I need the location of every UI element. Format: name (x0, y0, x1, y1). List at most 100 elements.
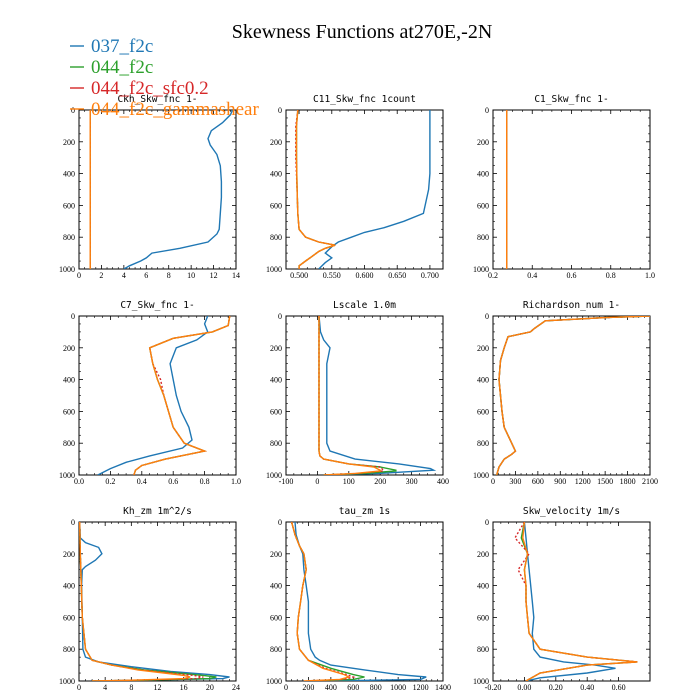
x-tick-label: 0.60 (612, 683, 626, 692)
y-tick-label: 1000 (59, 471, 75, 480)
panel-9: Skw_velocity 1m/s -0.20 0.00 0.20 0.40 0.60 0 2… (473, 506, 651, 692)
x-tick-label: 400 (437, 477, 449, 486)
x-tick-label: 0.8 (606, 271, 616, 280)
panel-5: Lscale 1.0m -100 0 100 200 300 400 0 200 400 600 80… (266, 300, 449, 486)
panel-title: C1_Skw_fnc 1- (534, 94, 608, 105)
series-line-037-f2c (294, 522, 427, 681)
series-group (318, 316, 437, 475)
series-group (514, 522, 638, 681)
series-line-044-f2c-sfc0-2 (133, 316, 231, 475)
series-line-044-f2c-sfc0-2 (318, 316, 384, 475)
y-tick-label: 800 (63, 439, 75, 448)
x-tick-label: -0.20 (485, 683, 502, 692)
x-tick-label: 8 (129, 683, 133, 692)
x-tick-label: 0.0 (74, 477, 84, 486)
plot-frame (492, 521, 651, 682)
series-line-044-f2c-gammashear (79, 522, 191, 681)
x-tick-label: 200 (302, 683, 314, 692)
series-line-044-f2c (295, 110, 336, 269)
y-tick-label: 400 (477, 582, 489, 591)
y-tick-label: 200 (63, 138, 75, 147)
series-line-037-f2c (523, 522, 616, 681)
figure-title: Skewness Functions at270E,-2N (232, 21, 493, 43)
x-tick-label: 800 (370, 683, 382, 692)
y-tick-label: 1000 (266, 265, 282, 274)
y-tick-label: 0 (485, 312, 489, 321)
y-tick-label: 1000 (473, 265, 489, 274)
y-tick-label: 0 (278, 106, 282, 115)
series-line-044-f2c-sfc0-2 (514, 522, 638, 681)
x-tick-label: 0 (77, 683, 81, 692)
series-line-044-f2c-gammashear (290, 522, 351, 681)
x-tick-label: 600 (532, 477, 544, 486)
panel-2: C11_Skw_fnc 1count 0.500 0.550 0.600 0.650 0.… (266, 94, 444, 280)
x-tick-label: 0.2 (488, 271, 498, 280)
x-tick-label: 1400 (435, 683, 451, 692)
y-tick-label: 400 (63, 582, 75, 591)
y-tick-label: 600 (63, 201, 75, 210)
y-tick-label: 400 (270, 170, 282, 179)
x-tick-label: 24 (232, 683, 240, 692)
series-line-037-f2c (496, 316, 650, 475)
series-line-044-f2c-gammashear (496, 316, 650, 475)
series-line-044-f2c-gammashear (522, 522, 638, 681)
plot-frame (285, 521, 444, 682)
x-tick-label: 0.4 (137, 477, 147, 486)
x-tick-label: 2 (99, 271, 103, 280)
panel-4: C7_Skw_fnc 1- 0.0 0.2 0.4 0.6 0.8 1.0 0 200 400 60… (59, 300, 241, 486)
x-tick-label: 0 (315, 477, 319, 486)
panel-3: C1_Skw_fnc 1- 0.2 0.4 0.6 0.8 1.0 0 200 400 600 80… (473, 94, 655, 280)
panel-title: Skw_velocity 1m/s (523, 506, 620, 517)
y-tick-label: 0 (71, 312, 75, 321)
y-tick-label: 800 (63, 645, 75, 654)
y-tick-label: 1000 (473, 677, 489, 686)
x-tick-label: 0.20 (549, 683, 563, 692)
series-line-037-f2c (318, 110, 431, 269)
series-line-044-f2c (79, 522, 217, 681)
y-tick-label: 800 (63, 233, 75, 242)
y-tick-label: 0 (71, 518, 75, 527)
series-line-044-f2c-gammashear (133, 316, 231, 475)
x-tick-label: 0.2 (105, 477, 115, 486)
panel-6: Richardson_num 1- 0 300 600 900 1200 1500 1800 2… (473, 300, 658, 486)
y-tick-label: 800 (477, 233, 489, 242)
x-tick-label: 0.00 (517, 683, 531, 692)
x-tick-label: 400 (325, 683, 337, 692)
y-tick-label: 200 (270, 550, 282, 559)
panel-title: Ckh_Skw_fnc 1- (117, 94, 197, 105)
y-tick-label: 200 (270, 138, 282, 147)
panel-title: C7_Skw_fnc 1- (120, 300, 194, 311)
panel-title: tau_zm 1s (339, 506, 390, 517)
y-tick-label: 1000 (473, 471, 489, 480)
plot-frame (492, 315, 651, 476)
y-tick-label: 800 (270, 233, 282, 242)
y-tick-label: 400 (477, 170, 489, 179)
y-tick-label: 0 (485, 518, 489, 527)
series-line-037-f2c (79, 522, 230, 681)
plot-frame (78, 109, 237, 270)
y-tick-label: 1000 (266, 677, 282, 686)
y-tick-label: 200 (477, 344, 489, 353)
y-tick-label: 600 (63, 613, 75, 622)
panel-title: Kh_zm 1m^2/s (123, 506, 192, 517)
y-tick-label: 400 (63, 170, 75, 179)
legend: 037_f2c044_f2c044_f2c_sfc0.2044_f2c_gamm… (70, 36, 259, 120)
y-tick-label: 0 (278, 312, 282, 321)
x-tick-label: 1.0 (645, 271, 655, 280)
y-tick-label: 200 (63, 344, 75, 353)
x-tick-label: 16 (180, 683, 188, 692)
y-tick-label: 600 (477, 407, 489, 416)
x-tick-label: 300 (509, 477, 521, 486)
x-tick-label: 0 (491, 477, 495, 486)
x-tick-label: 1800 (620, 477, 636, 486)
x-tick-label: -100 (279, 477, 294, 486)
y-tick-label: 0 (485, 106, 489, 115)
x-tick-label: 0 (77, 271, 81, 280)
x-tick-label: 2100 (642, 477, 658, 486)
x-tick-label: 1200 (413, 683, 429, 692)
y-tick-label: 200 (270, 344, 282, 353)
y-tick-label: 600 (270, 613, 282, 622)
series-line-044-f2c-gammashear (295, 110, 336, 269)
y-tick-label: 600 (270, 407, 282, 416)
